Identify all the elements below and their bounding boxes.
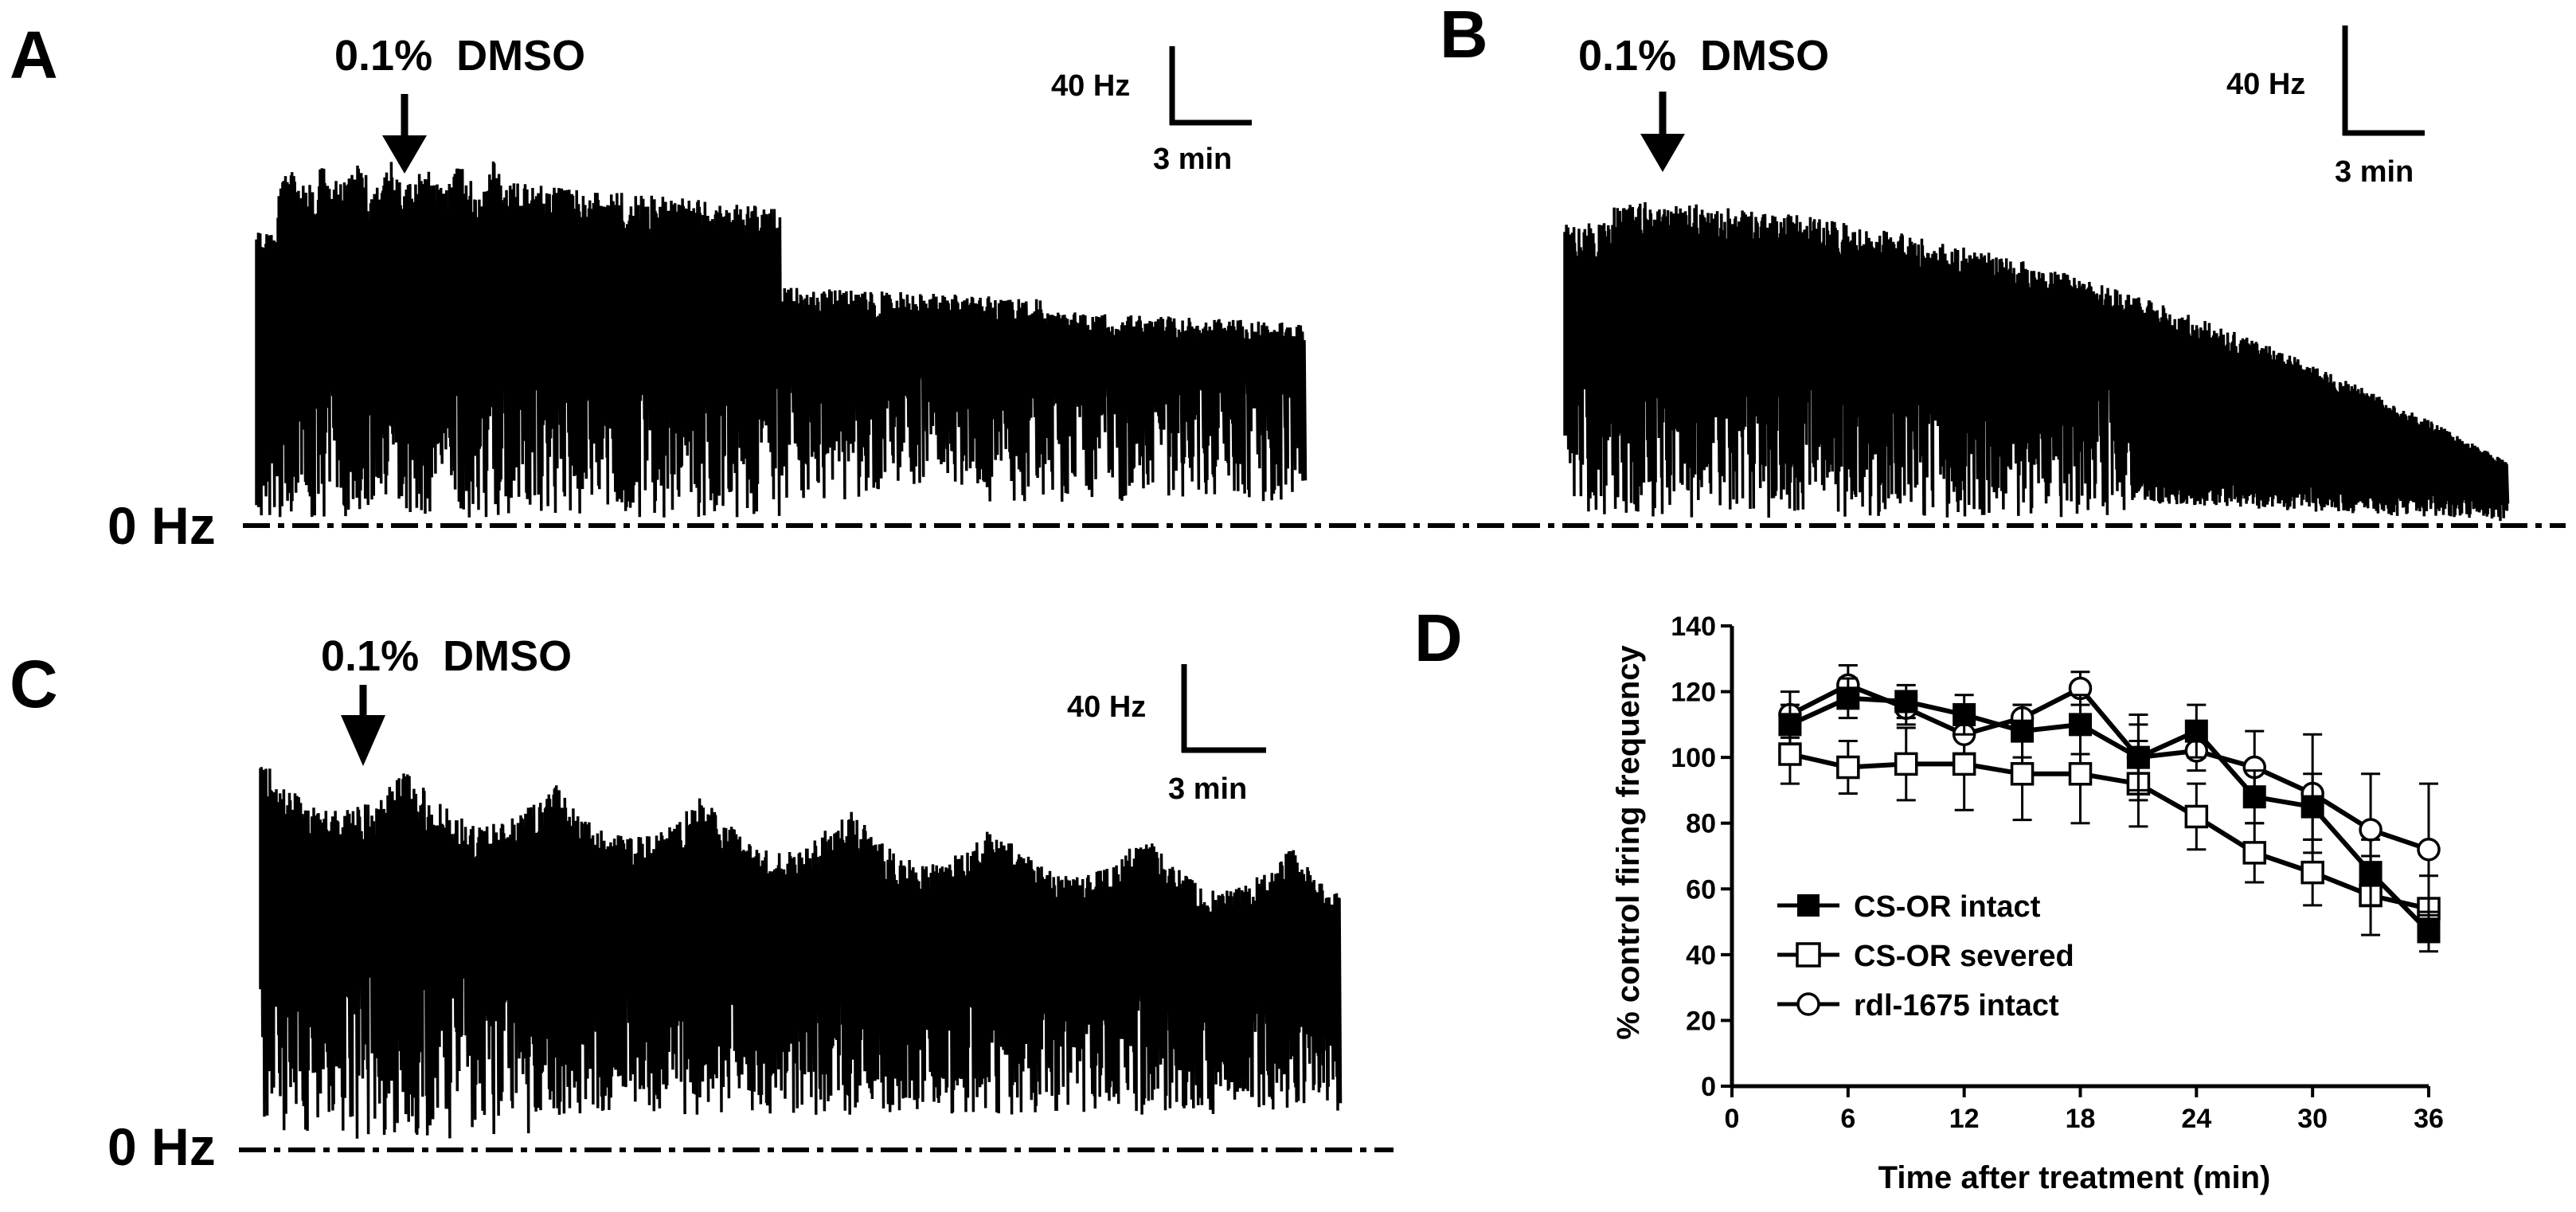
cs-or-intact-point: [2184, 719, 2208, 743]
panel-a-scale-y: 40 Hz: [1051, 69, 1130, 103]
rdl-1675-intact-point: [2359, 818, 2383, 842]
panel-d-letter: D: [1414, 600, 1463, 675]
y-tick-label: 40: [1686, 940, 1716, 971]
panel-b: B 0.1% DMSO 40 Hz 3 min: [1440, 0, 2566, 528]
panel-a: A 0.1% DMSO 40 Hz 3 min 0 Hz: [10, 18, 1513, 555]
panel-c-letter: C: [10, 647, 58, 721]
cs-or-intact-point: [2069, 713, 2092, 737]
panel-b-trace: [1563, 201, 2510, 522]
x-tick-label: 12: [1949, 1104, 1980, 1134]
cs-or-intact-point: [2417, 920, 2441, 944]
y-axis-title: % control firing frequency: [1611, 644, 1646, 1039]
legend-rdl-1675-intact-marker: [1796, 992, 1820, 1016]
y-tick-label: 60: [1686, 874, 1716, 905]
legend-cs-or-severed-label: CS-OR severed: [1854, 940, 2074, 973]
y-tick-label: 140: [1671, 612, 1716, 642]
cs-or-intact-point: [2359, 861, 2383, 885]
panel-c-trace: [259, 767, 1343, 1139]
y-tick-label: 120: [1671, 678, 1716, 708]
cs-or-intact-point: [2300, 795, 2324, 819]
panel-b-scale-bar: 40 Hz 3 min: [2226, 25, 2425, 189]
panel-a-arrow-icon: [382, 94, 427, 174]
cs-or-severed-point: [2184, 804, 2209, 829]
cs-or-severed-point: [2300, 860, 2324, 885]
legend-rdl-1675-intact-label: rdl-1675 intact: [1854, 989, 2059, 1022]
cs-or-severed-point: [2068, 762, 2093, 786]
panel-b-arrow-icon: [1640, 92, 1685, 172]
y-tick-label: 20: [1686, 1006, 1716, 1036]
x-tick-label: 6: [1840, 1104, 1855, 1134]
cs-or-intact-point: [1778, 713, 1802, 737]
y-tick-label: 80: [1686, 809, 1716, 839]
x-tick-label: 0: [1725, 1104, 1740, 1134]
y-tick-label: 0: [1701, 1072, 1716, 1102]
cs-or-intact-point: [1953, 702, 1976, 726]
x-tick-label: 36: [2414, 1104, 2444, 1134]
rdl-1675-intact-point: [2417, 837, 2441, 862]
panel-c-zero-label: 0 Hz: [107, 1117, 216, 1176]
cs-or-severed-point: [2242, 841, 2266, 865]
cs-or-severed-point: [1836, 755, 1860, 780]
panel-c-scale-x: 3 min: [1168, 772, 1247, 806]
x-tick-label: 24: [2181, 1104, 2211, 1134]
panel-b-dmso-label: 0.1% DMSO: [1578, 32, 1829, 80]
y-tick-label: 100: [1671, 743, 1716, 773]
panel-a-scale-bar: 40 Hz 3 min: [1051, 46, 1252, 176]
panel-b-letter: B: [1440, 0, 1488, 72]
panel-c: C 0.1% DMSO 40 Hz 3 min 0 Hz: [10, 632, 1394, 1176]
cs-or-severed-point: [1952, 752, 1976, 776]
legend-cs-or-severed-marker: [1796, 942, 1821, 968]
panel-a-dmso-label: 0.1% DMSO: [334, 32, 585, 80]
cs-or-intact-point: [2011, 719, 2035, 743]
panel-a-zero-label: 0 Hz: [107, 496, 216, 555]
panel-a-letter: A: [10, 18, 58, 92]
panel-c-arrow-icon: [341, 685, 385, 766]
cs-or-severed-point: [1894, 752, 1918, 776]
panel-a-trace: [255, 161, 1308, 518]
cs-or-severed-point: [2010, 762, 2035, 786]
legend-cs-or-intact-label: CS-OR intact: [1854, 890, 2041, 924]
panel-c-scale-bar: 40 Hz 3 min: [1067, 664, 1266, 806]
cs-or-intact-point: [2126, 745, 2150, 769]
panel-b-scale-x: 3 min: [2335, 155, 2414, 189]
x-tick-label: 30: [2297, 1104, 2328, 1134]
cs-or-intact-point: [1836, 686, 1860, 710]
cs-or-intact-point: [1894, 690, 1918, 714]
panel-d-chart: % control firing frequency Time after tr…: [1611, 612, 2444, 1195]
cs-or-intact-point: [2242, 785, 2266, 809]
cs-or-severed-point: [1778, 742, 1802, 766]
panel-a-scale-x: 3 min: [1153, 143, 1232, 176]
panel-d: D % control firing frequency Time after …: [1414, 600, 2444, 1195]
legend-cs-or-intact-marker: [1797, 894, 1820, 917]
panel-c-scale-y: 40 Hz: [1067, 690, 1146, 724]
x-axis-title: Time after treatment (min): [1878, 1160, 2271, 1195]
panel-b-scale-y: 40 Hz: [2226, 68, 2305, 101]
panel-c-dmso-label: 0.1% DMSO: [321, 632, 572, 680]
x-tick-label: 18: [2066, 1104, 2096, 1134]
